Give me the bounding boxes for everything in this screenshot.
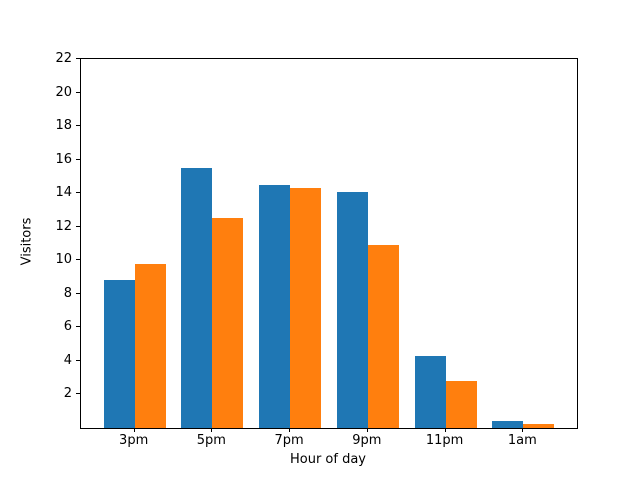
bar-series-1-blue-11pm bbox=[414, 355, 446, 428]
x-tick-mark bbox=[211, 428, 213, 432]
bar-series-2-orange-5pm bbox=[212, 218, 244, 428]
y-tick-mark bbox=[76, 292, 80, 294]
x-tick-label: 1am bbox=[507, 433, 537, 448]
y-tick-label: 16 bbox=[55, 151, 72, 167]
bar-series-2-orange-11pm bbox=[445, 381, 477, 428]
x-tick-label: 7pm bbox=[274, 433, 304, 448]
y-tick-mark bbox=[76, 225, 80, 227]
y-tick-mark bbox=[76, 158, 80, 160]
y-tick-label: 4 bbox=[63, 352, 72, 368]
y-tick-mark bbox=[76, 192, 80, 194]
x-tick-mark bbox=[289, 428, 291, 432]
x-tick-mark bbox=[444, 428, 446, 432]
x-axis-label: Hour of day bbox=[289, 452, 367, 467]
x-tick-label: 3pm bbox=[119, 433, 149, 448]
bar-series-1-blue-5pm bbox=[181, 168, 213, 428]
y-axis-label: Visitors bbox=[19, 217, 35, 266]
bar-series-2-orange-3pm bbox=[134, 263, 166, 428]
x-tick-mark bbox=[522, 428, 524, 432]
y-tick-mark bbox=[76, 125, 80, 127]
y-tick-mark bbox=[76, 259, 80, 261]
y-tick-label: 22 bbox=[55, 51, 72, 66]
bar-series-2-orange-7pm bbox=[290, 188, 322, 428]
y-tick-label: 18 bbox=[55, 118, 72, 134]
bar-series-2-orange-9pm bbox=[367, 245, 399, 428]
bar-series-1-blue-3pm bbox=[103, 280, 135, 428]
x-tick-label: 9pm bbox=[352, 433, 382, 448]
bar-series-1-blue-7pm bbox=[259, 184, 291, 428]
y-tick-mark bbox=[76, 393, 80, 395]
x-tick-mark bbox=[133, 428, 135, 432]
x-tick-mark bbox=[366, 428, 368, 432]
y-tick-mark bbox=[76, 91, 80, 93]
bar-series-1-blue-9pm bbox=[336, 191, 368, 428]
bar-series-1-blue-1am bbox=[492, 421, 524, 428]
x-tick-label: 11pm bbox=[425, 433, 464, 448]
y-tick-label: 6 bbox=[63, 319, 72, 335]
bar-series-2-orange-1am bbox=[523, 423, 555, 428]
x-tick-label: 5pm bbox=[196, 433, 226, 448]
y-tick-label: 20 bbox=[55, 84, 72, 100]
plot-area bbox=[80, 58, 578, 429]
y-tick-label: 10 bbox=[55, 252, 72, 268]
y-tick-label: 14 bbox=[55, 185, 72, 201]
y-tick-label: 8 bbox=[63, 285, 72, 301]
y-tick-label: 12 bbox=[55, 218, 72, 234]
y-tick-mark bbox=[76, 326, 80, 328]
y-tick-label: 2 bbox=[63, 386, 72, 402]
y-tick-mark bbox=[76, 58, 80, 59]
y-tick-mark bbox=[76, 359, 80, 361]
